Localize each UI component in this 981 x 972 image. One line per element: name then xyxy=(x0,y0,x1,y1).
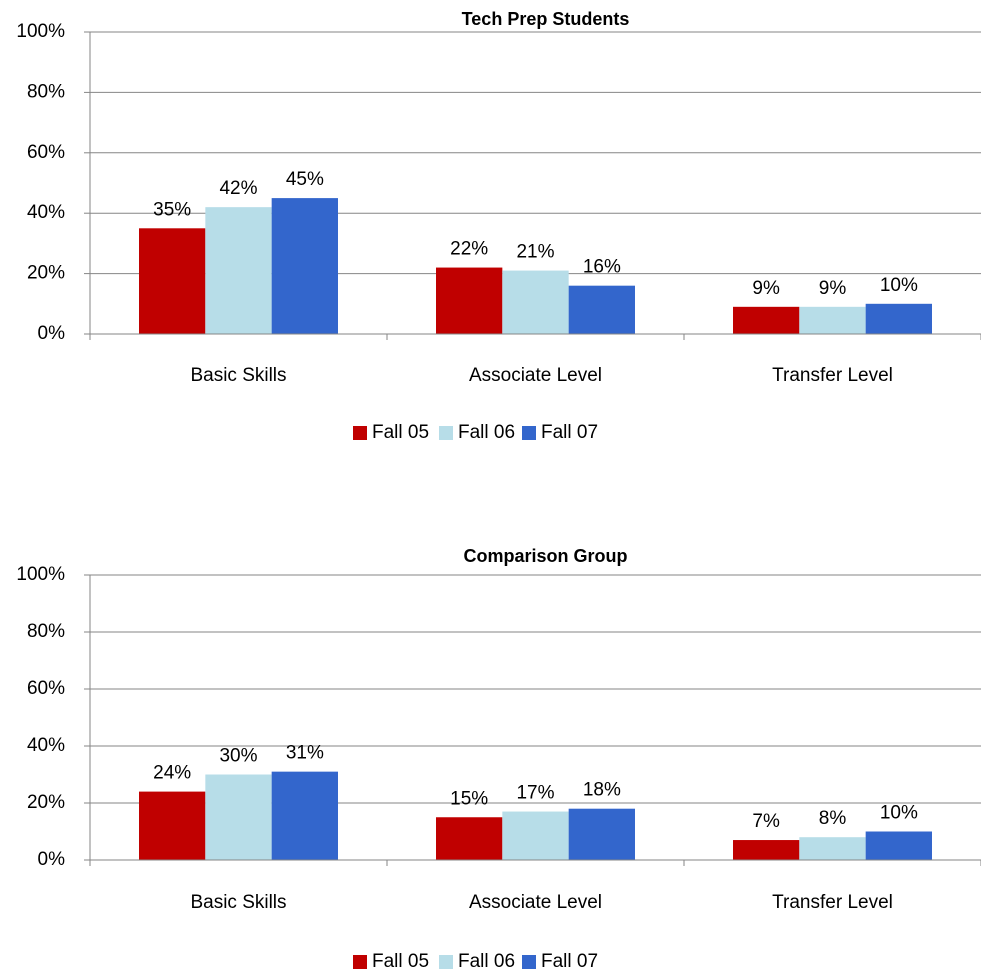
y-tick-label: 0% xyxy=(38,323,66,344)
legend-swatch xyxy=(353,955,367,969)
y-tick-label: 40% xyxy=(27,202,65,223)
legend-swatch xyxy=(439,955,453,969)
data-label: 8% xyxy=(819,808,847,829)
data-label: 30% xyxy=(219,746,257,767)
y-tick-label: 40% xyxy=(27,735,65,756)
x-tick-label: Associate Level xyxy=(469,365,602,386)
bar xyxy=(139,228,206,334)
y-tick-label: 100% xyxy=(16,21,65,42)
legend-label: Fall 05 xyxy=(372,422,429,443)
bar xyxy=(568,808,635,860)
legend-swatch xyxy=(522,426,536,440)
data-label: 10% xyxy=(880,803,918,824)
legend-label: Fall 06 xyxy=(458,422,515,443)
y-tick-label: 80% xyxy=(27,81,65,102)
bar xyxy=(733,306,800,334)
data-label: 10% xyxy=(880,275,918,296)
legend-swatch xyxy=(522,955,536,969)
bar xyxy=(799,306,866,334)
y-tick-label: 100% xyxy=(16,564,65,585)
x-tick-label: Basic Skills xyxy=(190,892,286,913)
data-label: 24% xyxy=(153,763,191,784)
data-label: 21% xyxy=(516,242,554,263)
legend-swatch xyxy=(439,426,453,440)
y-tick-label: 60% xyxy=(27,678,65,699)
data-label: 42% xyxy=(219,178,257,199)
x-tick-label: Basic Skills xyxy=(190,365,286,386)
data-label: 17% xyxy=(516,783,554,804)
data-label: 45% xyxy=(286,169,324,190)
bar xyxy=(271,771,338,860)
legend-label: Fall 06 xyxy=(458,951,515,972)
x-tick-label: Associate Level xyxy=(469,892,602,913)
bar xyxy=(436,817,503,860)
bar xyxy=(733,840,800,860)
x-tick-label: Transfer Level xyxy=(772,365,893,386)
legend-label: Fall 07 xyxy=(541,422,598,443)
bar xyxy=(865,303,932,334)
bar xyxy=(502,270,569,334)
data-label: 15% xyxy=(450,788,488,809)
y-tick-label: 60% xyxy=(27,142,65,163)
data-label: 9% xyxy=(752,278,780,299)
y-tick-label: 20% xyxy=(27,792,65,813)
legend-swatch xyxy=(353,426,367,440)
bar xyxy=(271,198,338,334)
data-label: 18% xyxy=(583,780,621,801)
data-label: 22% xyxy=(450,239,488,260)
bar xyxy=(865,831,932,860)
y-tick-label: 20% xyxy=(27,263,65,284)
legend-label: Fall 07 xyxy=(541,951,598,972)
chart-title: Comparison Group xyxy=(463,546,627,566)
chart-title: Tech Prep Students xyxy=(462,9,630,29)
bar xyxy=(502,811,569,860)
bar xyxy=(139,791,206,860)
y-tick-label: 80% xyxy=(27,621,65,642)
data-label: 9% xyxy=(819,278,847,299)
data-label: 35% xyxy=(153,199,191,220)
data-label: 16% xyxy=(583,257,621,278)
bar xyxy=(205,774,272,860)
bar xyxy=(205,207,272,334)
y-tick-label: 0% xyxy=(38,849,66,870)
bar xyxy=(436,267,503,334)
x-tick-label: Transfer Level xyxy=(772,892,893,913)
data-label: 7% xyxy=(752,811,780,832)
data-label: 31% xyxy=(286,743,324,764)
bar xyxy=(799,837,866,860)
bar xyxy=(568,285,635,334)
legend-label: Fall 05 xyxy=(372,951,429,972)
